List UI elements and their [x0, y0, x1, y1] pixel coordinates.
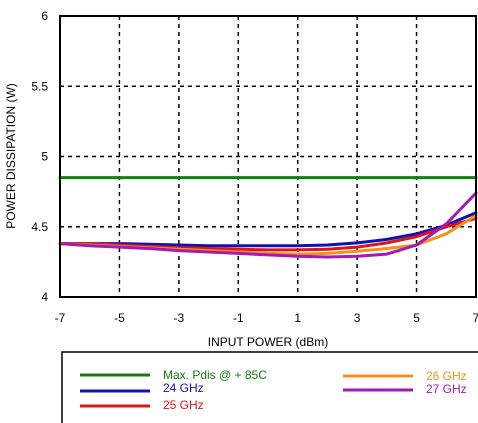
legend-label-1: 24 GHz	[163, 381, 204, 395]
x-tick-label: -1	[233, 311, 244, 325]
x-tick-label: 7	[473, 311, 478, 325]
y-tick-label: 6	[41, 9, 48, 23]
y-axis-title: POWER DISSIPATION (W)	[4, 83, 18, 229]
x-tick-label: 1	[294, 311, 301, 325]
legend-box	[61, 351, 478, 423]
y-tick-label: 5.5	[31, 79, 48, 93]
legend-label-2: 25 GHz	[163, 398, 204, 412]
x-tick-label: -7	[55, 311, 66, 325]
series-lines	[58, 176, 478, 259]
plot-frame	[59, 15, 477, 298]
y-tick-label: 4.5	[31, 220, 48, 234]
y-tick-label: 4	[41, 290, 48, 304]
series-line-1	[58, 211, 478, 248]
x-tick-label: -5	[114, 311, 125, 325]
legend-label-4: 27 GHz	[426, 382, 467, 396]
tick-labels: -7 -5 -3 -1 1 3 5 7 4 4.5 5 5.5 6	[31, 9, 478, 325]
x-tick-label: 3	[354, 311, 361, 325]
legend-label-3: 26 GHz	[426, 369, 467, 383]
legend-label-0: Max. Pdis @ + 85C	[163, 368, 267, 382]
y-tick-label: 5	[41, 150, 48, 164]
series-line-4	[58, 191, 478, 259]
x-tick-label: 5	[413, 311, 420, 325]
x-tick-label: -3	[174, 311, 185, 325]
x-axis-title: INPUT POWER (dBm)	[208, 335, 328, 349]
